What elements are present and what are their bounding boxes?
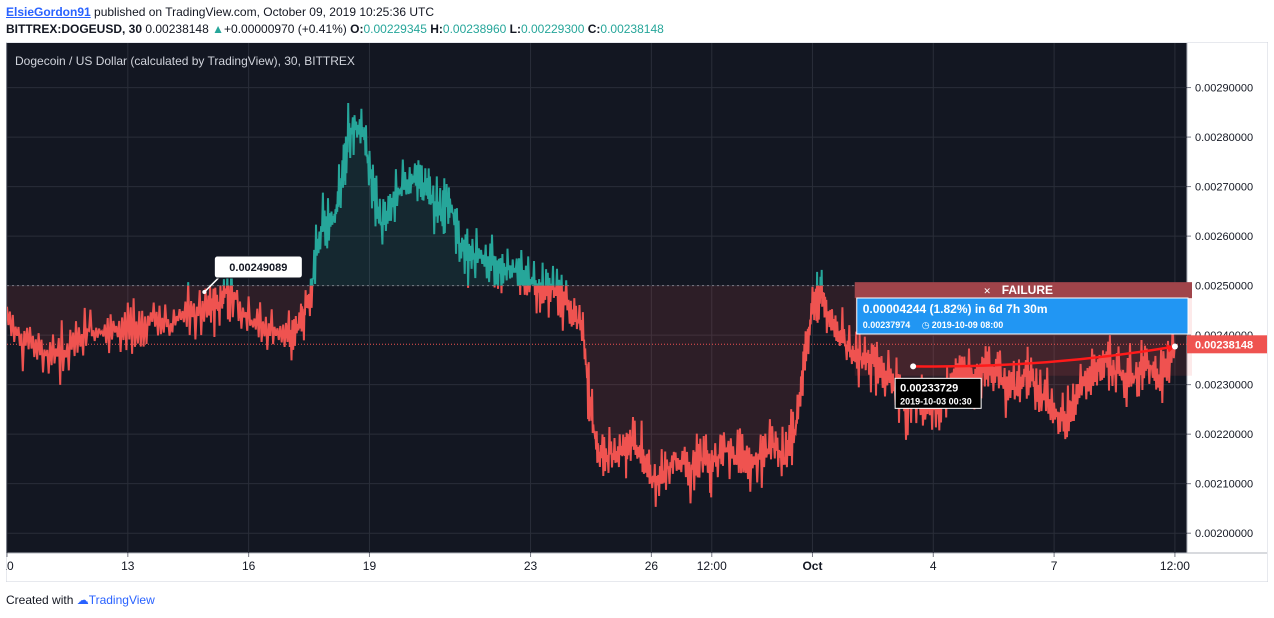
current-price-badge — [1187, 335, 1267, 354]
measure-main: 0.00004244 (1.82%) in 6d 7h 30m — [863, 302, 1048, 316]
x-tick-label: 13 — [121, 559, 135, 573]
point-date: 2019-10-03 00:30 — [900, 396, 972, 406]
ohlc-line: BITTREX:DOGEUSD, 30 0.00238148 ▲+0.00000… — [6, 22, 664, 36]
clock-icon: ◷ — [922, 320, 930, 330]
high-value: 0.00238960 — [442, 22, 507, 36]
measure-sub: 0.00237974 — [863, 320, 911, 330]
x-tick-label: 26 — [645, 559, 659, 573]
x-icon: ✕ — [983, 286, 991, 296]
last-price: 0.00238148 — [145, 22, 209, 36]
high-label: H: — [430, 22, 443, 36]
y-tick-label: 0.00270000 — [1195, 182, 1253, 194]
projection-arrow — [913, 345, 1176, 368]
area-below-baseline — [7, 285, 1175, 507]
open-value: 0.00229345 — [363, 22, 427, 36]
failure-banner — [854, 282, 1192, 299]
footer-prefix: Created with — [6, 593, 77, 607]
close-label: C: — [587, 22, 601, 36]
measure-date: 2019-10-09 08:00 — [932, 320, 1004, 330]
y-tick-label: 0.00260000 — [1195, 231, 1253, 243]
price-chart[interactable]: 0.00290000 0.00280000 0.00270000 0.00260000… — [0, 41, 1269, 583]
start-point — [910, 363, 917, 370]
x-tick-label: 12:00 — [1160, 559, 1190, 573]
current-price-label: 0.00238148 — [1195, 339, 1253, 351]
callout-point — [202, 290, 207, 295]
publish-line: ElsieGordon91 published on TradingView.c… — [6, 5, 434, 19]
publish-text: published on TradingView.com, October 09… — [90, 5, 435, 19]
change-value: +0.00000970 (+0.41%) — [224, 22, 347, 36]
y-tick-label: 0.00250000 — [1195, 281, 1253, 293]
y-tick-label: 0.00230000 — [1195, 380, 1253, 392]
point-value: 0.00233729 — [900, 382, 958, 394]
point-tooltip — [894, 377, 982, 409]
failure-label: FAILURE — [1002, 283, 1053, 297]
end-point — [1171, 343, 1178, 350]
callout-line — [203, 277, 219, 293]
high-label-box — [213, 255, 303, 279]
chart-title: Dogecoin / US Dollar (calculated by Trad… — [15, 54, 355, 68]
y-tick-label: 0.00200000 — [1195, 528, 1253, 540]
low-value: 0.00229300 — [520, 22, 585, 36]
measure-box — [856, 297, 1189, 335]
y-tick-label: 0.00210000 — [1195, 479, 1253, 491]
footer: Created with ☁TradingView — [6, 593, 155, 607]
price-axis — [1187, 43, 1267, 553]
series-line-below — [7, 285, 1176, 507]
low-label: L: — [509, 22, 521, 36]
y-tick-label: 0.00280000 — [1195, 132, 1253, 144]
x-tick-label: Oct — [802, 559, 822, 573]
time-axis — [7, 553, 1187, 581]
y-tick-label: 0.00290000 — [1195, 83, 1253, 95]
x-tick-label: 7 — [1051, 559, 1058, 573]
open-label: O: — [350, 22, 364, 36]
tradingview-brand[interactable]: TradingView — [88, 593, 155, 607]
tradingview-logo-icon[interactable]: ☁ — [76, 593, 89, 607]
author-link[interactable]: ElsieGordon91 — [6, 5, 91, 19]
high-label-text: 0.00249089 — [229, 262, 287, 274]
symbol-label: BITTREX:DOGEUSD, 30 — [6, 22, 143, 36]
y-tick-label: 0.00220000 — [1195, 429, 1253, 441]
up-arrow-icon: ▲ — [212, 22, 225, 36]
x-tick-label: 16 — [242, 559, 256, 573]
x-tick-label: 23 — [524, 559, 538, 573]
x-tick-label: 4 — [930, 559, 937, 573]
x-tick-label: 12:00 — [697, 559, 727, 573]
x-tick-label: 19 — [363, 559, 377, 573]
close-value: 0.00238148 — [600, 22, 664, 36]
x-tick-label: 10 — [6, 559, 14, 573]
chart-panel[interactable]: 0.00290000 0.00280000 0.00270000 0.00260000… — [0, 41, 1269, 583]
